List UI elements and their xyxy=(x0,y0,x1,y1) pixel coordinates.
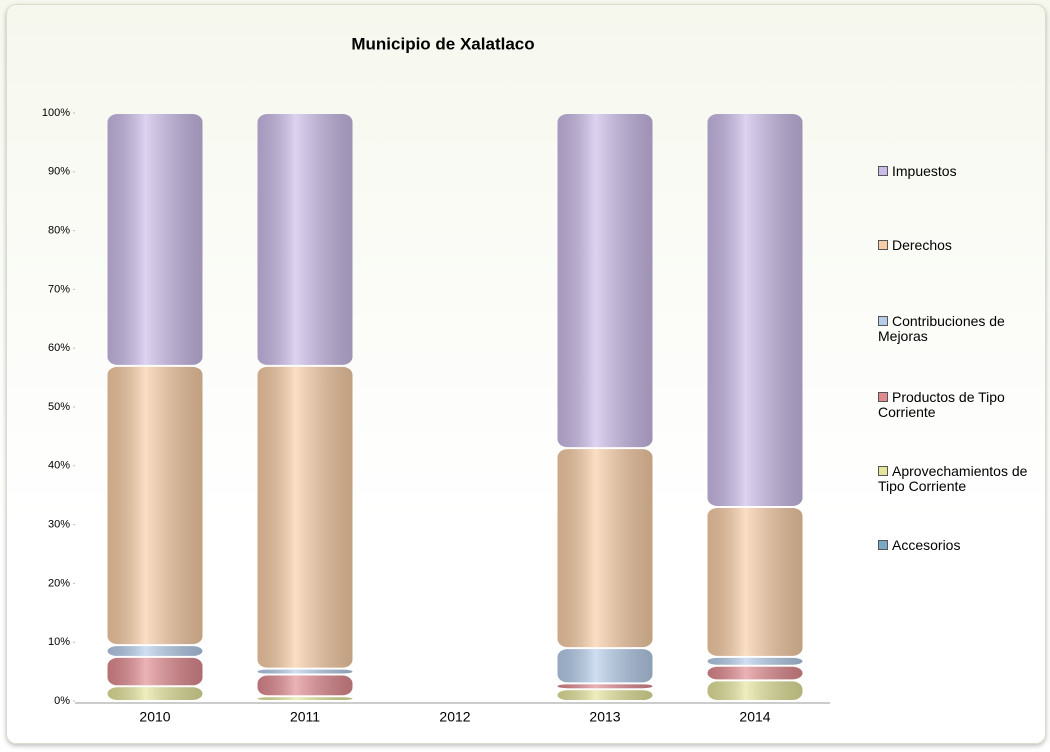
bar-shade xyxy=(257,697,353,700)
bar-shade xyxy=(557,449,653,648)
bar-shade xyxy=(707,507,803,656)
y-tick-label: 90% xyxy=(48,166,70,178)
bar-shade xyxy=(257,669,353,674)
legend-item: Impuestos xyxy=(878,164,1050,179)
y-tick-label: 80% xyxy=(48,225,70,237)
x-tick-label: 2014 xyxy=(739,709,770,725)
bar-shade xyxy=(107,687,203,700)
x-tick-label: 2013 xyxy=(589,709,620,725)
y-tick-label: 40% xyxy=(48,460,70,472)
legend-swatch xyxy=(878,166,888,176)
bar-shade xyxy=(557,649,653,683)
legend-swatch xyxy=(878,466,888,476)
bar-shade xyxy=(107,366,203,645)
legend-label: Contribuciones de Mejoras xyxy=(878,313,1005,344)
y-tick-label: 60% xyxy=(48,342,70,354)
bar-shade xyxy=(107,657,203,686)
legend-swatch xyxy=(878,316,888,326)
bar-shade xyxy=(557,684,653,689)
y-tick-label: 20% xyxy=(48,577,70,589)
bar-shade xyxy=(707,681,803,700)
x-tick-label: 2011 xyxy=(290,709,320,725)
y-tick-label: 100% xyxy=(42,107,70,119)
bar-shade xyxy=(557,114,653,448)
x-tick-label: 2010 xyxy=(139,709,170,725)
y-tick-label: 70% xyxy=(48,283,70,295)
legend-item: Derechos xyxy=(878,238,1050,253)
y-tick-label: 0% xyxy=(54,695,70,707)
legend-swatch xyxy=(878,240,888,250)
y-tick-label: 50% xyxy=(48,401,70,413)
bar-shade xyxy=(257,114,353,365)
legend-label: Derechos xyxy=(892,237,952,253)
bar-shade xyxy=(707,114,803,506)
legend-item: Accesorios xyxy=(878,538,1050,553)
y-tick-label: 30% xyxy=(48,519,70,531)
legend-label: Accesorios xyxy=(892,537,961,553)
y-tick-label: 10% xyxy=(48,636,70,648)
legend-item: Contribuciones de Mejoras xyxy=(878,314,1050,344)
legend-item: Aprovechamientos de Tipo Corriente xyxy=(878,464,1050,494)
x-tick-label: 2012 xyxy=(439,709,470,725)
legend-swatch xyxy=(878,392,888,402)
bar-shade xyxy=(107,114,203,365)
chart-frame xyxy=(6,4,1046,744)
bar-shade xyxy=(707,657,803,665)
bar-shade xyxy=(707,666,803,680)
legend-label: Productos de Tipo Corriente xyxy=(878,389,1005,420)
bar-shade xyxy=(107,646,203,656)
chart-title: Municipio de Xalatlaco xyxy=(351,34,534,53)
bar-shade xyxy=(257,675,353,696)
legend-label: Impuestos xyxy=(892,163,957,179)
legend-label: Aprovechamientos de Tipo Corriente xyxy=(878,463,1028,494)
bar-shade xyxy=(257,366,353,668)
bar-shade xyxy=(557,690,653,700)
legend-swatch xyxy=(878,540,888,550)
legend-item: Productos de Tipo Corriente xyxy=(878,390,1050,420)
